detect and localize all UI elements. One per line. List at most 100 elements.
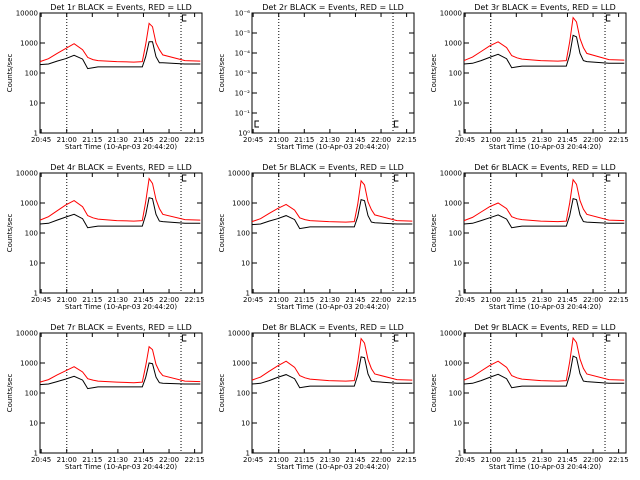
x-axis-label: Start Time (10-Apr-03 20:44:20) — [489, 463, 601, 471]
x-tick-label: 22:00 — [371, 136, 391, 144]
x-tick-label: 22:00 — [371, 456, 391, 464]
y-tick-label: 1 — [458, 290, 462, 298]
x-axis-label: Start Time (10-Apr-03 20:44:20) — [65, 463, 177, 471]
y-tick-label: 10000 — [440, 10, 462, 18]
x-tick-label: 20:45 — [243, 296, 263, 304]
y-axis-label: Counts/sec — [6, 374, 14, 413]
y-tick-label: 100 — [25, 390, 38, 398]
y-tick-label: 10⁰ — [238, 130, 250, 138]
x-tick-label: 21:00 — [57, 136, 77, 144]
panel-7: Det 7r BLACK = Events, RED = LLD 20:45 21:… — [6, 323, 205, 471]
lld-series-line — [251, 337, 413, 382]
x-axis-label: Start Time (10-Apr-03 20:44:20) — [489, 303, 601, 311]
x-axis-label: Start Time (10-Apr-03 20:44:20) — [277, 463, 389, 471]
x-tick-label: 21:15 — [506, 296, 526, 304]
y-tick-label: 10000 — [228, 170, 250, 178]
y-tick-label: 10 — [241, 420, 250, 428]
y-tick-label: 10000 — [228, 330, 250, 338]
plot-frame — [463, 172, 627, 294]
bracket-marker — [181, 334, 187, 342]
y-tick-label: 1000 — [444, 40, 462, 48]
x-tick-label: 22:00 — [159, 136, 179, 144]
events-series-line — [39, 197, 201, 229]
lld-series-line — [39, 345, 201, 384]
y-tick-label: 100 — [449, 230, 462, 238]
y-tick-label: 10⁻⁴ — [235, 50, 251, 58]
events-series-line — [39, 41, 201, 70]
bracket-marker — [605, 14, 611, 22]
y-tick-label: 10⁻³ — [235, 70, 251, 78]
x-tick-label: 21:45 — [345, 296, 365, 304]
y-tick-label: 10000 — [16, 10, 38, 18]
y-axis-label: Counts/sec — [6, 214, 14, 253]
x-tick-label: 22:15 — [185, 136, 205, 144]
panel-8: Det 8r BLACK = Events, RED = LLD 20:45 21:… — [218, 323, 417, 471]
events-series-line — [251, 356, 413, 389]
x-tick-label: 21:45 — [557, 456, 577, 464]
x-tick-label: 21:00 — [269, 456, 289, 464]
y-tick-label: 10000 — [16, 330, 38, 338]
events-series-line — [463, 355, 625, 389]
x-tick-label: 22:15 — [185, 456, 205, 464]
x-tick-label: 22:00 — [583, 296, 603, 304]
y-tick-label: 10 — [241, 260, 250, 268]
bracket-marker — [393, 174, 399, 182]
events-series-line — [463, 34, 625, 69]
panel-title: Det 2r BLACK = Events, RED = LLD — [262, 3, 404, 12]
y-axis-label: Counts/sec — [430, 374, 438, 413]
y-tick-label: 10⁻¹ — [235, 110, 251, 118]
x-tick-label: 22:15 — [609, 296, 629, 304]
panel-3: Det 3r BLACK = Events, RED = LLD 20:45 21:… — [430, 3, 629, 151]
panel-title: Det 8r BLACK = Events, RED = LLD — [262, 323, 404, 332]
x-tick-label: 21:30 — [108, 136, 128, 144]
y-tick-label: 10⁻² — [235, 90, 251, 98]
y-tick-label: 10 — [453, 260, 462, 268]
x-tick-label: 21:00 — [57, 296, 77, 304]
y-tick-label: 100 — [449, 70, 462, 78]
y-axis-label: Counts/sec — [430, 54, 438, 93]
y-tick-label: 1000 — [232, 360, 250, 368]
x-tick-label: 21:00 — [57, 456, 77, 464]
x-tick-label: 22:15 — [609, 136, 629, 144]
bracket-marker — [605, 334, 611, 342]
x-tick-label: 20:45 — [31, 456, 51, 464]
x-tick-label: 21:30 — [532, 296, 552, 304]
x-tick-label: 21:00 — [481, 456, 501, 464]
lld-series-line — [463, 336, 625, 382]
panel-title: Det 5r BLACK = Events, RED = LLD — [262, 163, 404, 172]
plot-frame — [39, 332, 203, 454]
x-tick-label: 20:45 — [455, 456, 475, 464]
y-tick-label: 10000 — [440, 330, 462, 338]
x-axis-label: Start Time (10-Apr-03 20:44:20) — [489, 143, 601, 151]
y-tick-label: 1 — [34, 450, 38, 458]
x-tick-label: 20:45 — [243, 136, 263, 144]
panel-title: Det 9r BLACK = Events, RED = LLD — [474, 323, 616, 332]
panel-title: Det 4r BLACK = Events, RED = LLD — [50, 163, 192, 172]
y-tick-label: 10 — [29, 260, 38, 268]
y-tick-label: 10⁻⁵ — [235, 30, 251, 38]
bracket-marker — [181, 174, 187, 182]
lld-series-line — [39, 177, 201, 222]
x-axis-label: Start Time (10-Apr-03 20:44:20) — [65, 303, 177, 311]
y-tick-label: 100 — [237, 230, 250, 238]
x-tick-label: 21:45 — [133, 456, 153, 464]
x-tick-label: 21:00 — [269, 296, 289, 304]
panel-title: Det 6r BLACK = Events, RED = LLD — [474, 163, 616, 172]
lld-series-line — [251, 179, 413, 223]
y-tick-label: 10 — [29, 420, 38, 428]
lld-series-line — [463, 178, 625, 223]
x-tick-label: 21:15 — [294, 296, 314, 304]
panel-title: Det 3r BLACK = Events, RED = LLD — [474, 3, 616, 12]
x-tick-label: 21:30 — [320, 456, 340, 464]
bracket-marker — [393, 334, 399, 342]
x-tick-label: 21:15 — [82, 296, 102, 304]
events-series-line — [463, 197, 625, 229]
x-axis-label: Start Time (10-Apr-03 20:44:20) — [277, 143, 389, 151]
events-series-line — [251, 198, 413, 230]
y-tick-label: 1000 — [444, 200, 462, 208]
x-tick-label: 21:45 — [557, 296, 577, 304]
x-tick-label: 20:45 — [31, 136, 51, 144]
x-tick-label: 22:00 — [583, 136, 603, 144]
plot-frame — [39, 172, 203, 294]
bracket-marker — [605, 174, 611, 182]
